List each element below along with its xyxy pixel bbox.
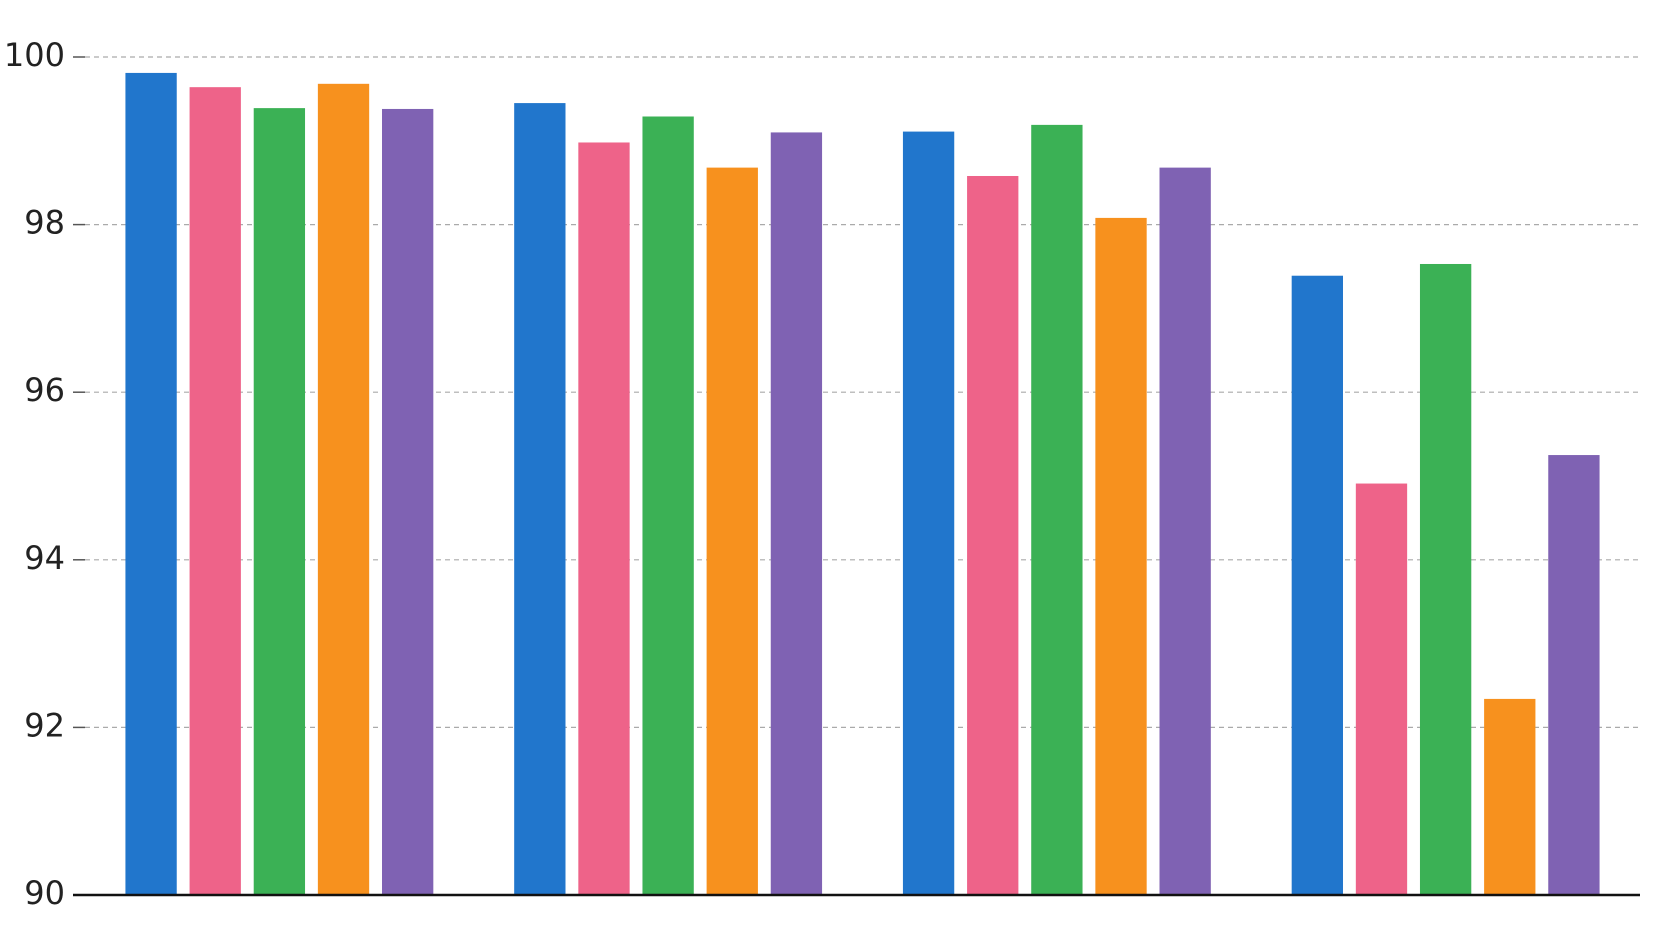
bar	[902, 131, 955, 895]
y-tick-label: 94	[24, 539, 65, 577]
bar	[1484, 698, 1536, 895]
bar	[1548, 455, 1600, 895]
bar	[706, 167, 758, 896]
bar	[1031, 124, 1083, 896]
bar	[189, 87, 241, 896]
y-tick-label: 96	[24, 371, 65, 409]
bar	[253, 108, 306, 896]
bar	[642, 116, 694, 896]
bar	[1095, 217, 1147, 895]
bar	[1291, 275, 1343, 895]
bar	[317, 83, 370, 896]
bar	[514, 103, 566, 896]
y-tick-label: 100	[4, 36, 65, 74]
bar	[770, 132, 823, 896]
bar	[1419, 263, 1472, 896]
y-tick-label: 98	[24, 204, 65, 242]
bar	[125, 72, 177, 895]
bar	[1159, 167, 1211, 896]
y-tick-label: 90	[24, 874, 65, 912]
y-tick-label: 92	[24, 706, 65, 744]
bar	[578, 142, 630, 895]
bar	[382, 108, 434, 896]
bar	[967, 175, 1019, 896]
bar	[1355, 483, 1408, 895]
